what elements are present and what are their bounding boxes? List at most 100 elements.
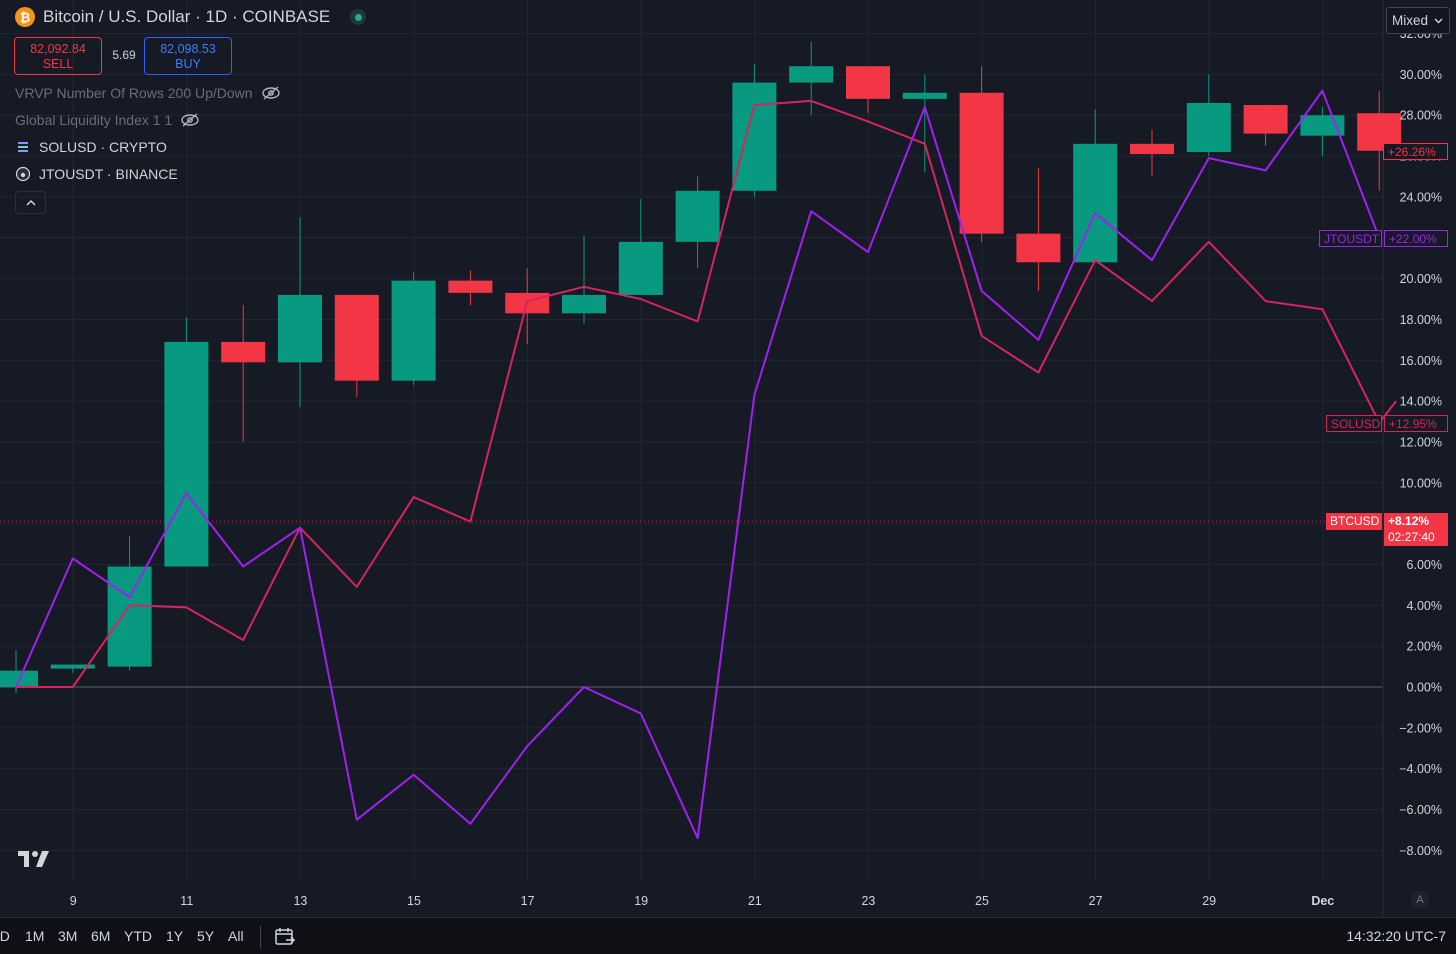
- range-3m-button[interactable]: 3M: [58, 928, 78, 944]
- range-ytd-button[interactable]: YTD: [124, 928, 152, 944]
- candle-body: [334, 294, 379, 381]
- range-5y-button[interactable]: 5Y: [197, 928, 215, 944]
- chart-header: ₿ Bitcoin / U.S. Dollar · 1D · COINBASE: [15, 7, 367, 27]
- range-all-button[interactable]: All: [228, 928, 244, 944]
- candle: [1016, 168, 1061, 291]
- price-chart[interactable]: 32.00%30.00%28.00%26.00%24.00%22.00%20.0…: [0, 0, 1456, 917]
- bar-countdown: 02:27:40: [1384, 529, 1448, 547]
- x-tick-label: Dec: [1311, 894, 1334, 908]
- candle-body: [50, 664, 95, 669]
- candle-body: [732, 82, 777, 191]
- candle-body: [959, 92, 1004, 234]
- bottom-toolbar: 5D 1M 3M 6M YTD 1Y 5Y All 14:32:20 UTC-7: [0, 917, 1456, 954]
- scale-mode-label: Mixed: [1392, 13, 1429, 28]
- y-tick-label: 24.00%: [1400, 190, 1442, 204]
- compare-symbol-jtousdt-label: JTOUSDT · BINANCE: [39, 166, 178, 182]
- auto-scale-button[interactable]: A: [1411, 891, 1429, 909]
- y-tick-label: −6.00%: [1399, 803, 1442, 817]
- candle: [1243, 105, 1288, 146]
- x-tick-label: 25: [975, 894, 989, 908]
- buy-button[interactable]: 82,098.53 BUY: [144, 37, 232, 75]
- compare-symbol-jtousdt[interactable]: JTOUSDT · BINANCE: [15, 166, 178, 182]
- grid: [0, 0, 1456, 917]
- y-tick-label: 10.00%: [1400, 476, 1442, 490]
- candle: [959, 66, 1004, 242]
- y-tick-label: 0.00%: [1407, 681, 1442, 695]
- x-tick-label: 21: [748, 894, 762, 908]
- candle: [50, 664, 95, 673]
- range-1y-button[interactable]: 1Y: [166, 928, 184, 944]
- indicator-vrvp[interactable]: VRVP Number Of Rows 200 Up/Down: [15, 85, 281, 101]
- candle: [562, 235, 606, 324]
- candle-last-value: +26.26%: [1383, 142, 1448, 160]
- x-tick-label: 11: [180, 894, 193, 908]
- compare-symbol-solusd[interactable]: SOLUSD · CRYPTO: [15, 139, 167, 155]
- collapse-legend-button[interactable]: [15, 191, 46, 214]
- chart-background: [0, 0, 1456, 917]
- candle-body: [902, 92, 947, 99]
- series-last-value: +22.00%: [1384, 229, 1448, 247]
- candle: [221, 305, 266, 442]
- series-name-tag: BTCUSD: [1326, 513, 1382, 531]
- eye-off-icon[interactable]: [180, 113, 200, 127]
- y-tick-label: 18.00%: [1400, 313, 1442, 327]
- candle-body: [675, 190, 720, 242]
- candle-body: [221, 341, 266, 363]
- candle: [391, 272, 436, 385]
- candle: [278, 217, 322, 408]
- candle: [902, 74, 947, 173]
- candle: [334, 294, 379, 398]
- jito-icon: [15, 166, 31, 182]
- x-tick-label: 9: [70, 894, 77, 908]
- sell-price: 82,092.84: [30, 42, 86, 56]
- sell-button[interactable]: 82,092.84 SELL: [14, 37, 102, 75]
- candle-body: [1186, 102, 1231, 152]
- solana-icon: [15, 139, 31, 155]
- series-last-value: +8.12%: [1384, 513, 1448, 531]
- candle-body: [1130, 143, 1174, 155]
- tradingview-logo-icon[interactable]: [18, 849, 54, 875]
- candle: [675, 176, 720, 269]
- candle: [448, 270, 493, 306]
- chevron-up-icon: [25, 199, 36, 206]
- x-tick-label: 27: [1089, 894, 1103, 908]
- range-5d-button[interactable]: 5D: [0, 928, 10, 944]
- symbol-title[interactable]: Bitcoin / U.S. Dollar · 1D · COINBASE: [43, 7, 331, 26]
- candle: [846, 66, 890, 114]
- x-tick-label: 19: [634, 894, 648, 908]
- candle-body: [1073, 143, 1118, 263]
- candle-body: [562, 294, 606, 314]
- y-tick-label: 30.00%: [1400, 68, 1442, 82]
- clock-timezone[interactable]: 14:32:20 UTC-7: [1346, 928, 1446, 944]
- buy-price: 82,098.53: [160, 42, 216, 56]
- y-tick-label: 12.00%: [1400, 435, 1442, 449]
- candle: [1186, 74, 1231, 157]
- scale-mode-select[interactable]: Mixed: [1386, 7, 1450, 34]
- sell-label: SELL: [42, 57, 74, 71]
- candle-body: [1016, 233, 1061, 263]
- y-tick-label: 6.00%: [1407, 558, 1442, 572]
- candle-body: [789, 66, 834, 83]
- range-1m-button[interactable]: 1M: [25, 928, 45, 944]
- market-open-icon: [350, 9, 367, 25]
- candle-body: [278, 294, 322, 363]
- indicator-liquidity-label: Global Liquidity Index 1 1: [15, 112, 173, 128]
- range-6m-button[interactable]: 6M: [91, 928, 111, 944]
- series-line-solusd: [16, 99, 1397, 688]
- candle-body: [448, 280, 493, 293]
- candle-body: [618, 241, 663, 295]
- candle: [107, 535, 152, 671]
- x-tick-label: 13: [293, 894, 307, 908]
- y-tick-label: 28.00%: [1400, 109, 1442, 123]
- candle-body: [107, 566, 152, 667]
- indicator-vrvp-label: VRVP Number Of Rows 200 Up/Down: [15, 85, 253, 101]
- candle: [789, 41, 834, 116]
- y-tick-label: 4.00%: [1407, 599, 1442, 613]
- indicator-liquidity[interactable]: Global Liquidity Index 1 1: [15, 112, 200, 128]
- chevron-down-icon: [1434, 18, 1443, 23]
- calendar-range-icon[interactable]: [274, 926, 296, 948]
- candle: [1130, 129, 1174, 177]
- eye-off-icon[interactable]: [261, 86, 281, 100]
- y-tick-label: 2.00%: [1407, 640, 1442, 654]
- candle: [618, 198, 663, 295]
